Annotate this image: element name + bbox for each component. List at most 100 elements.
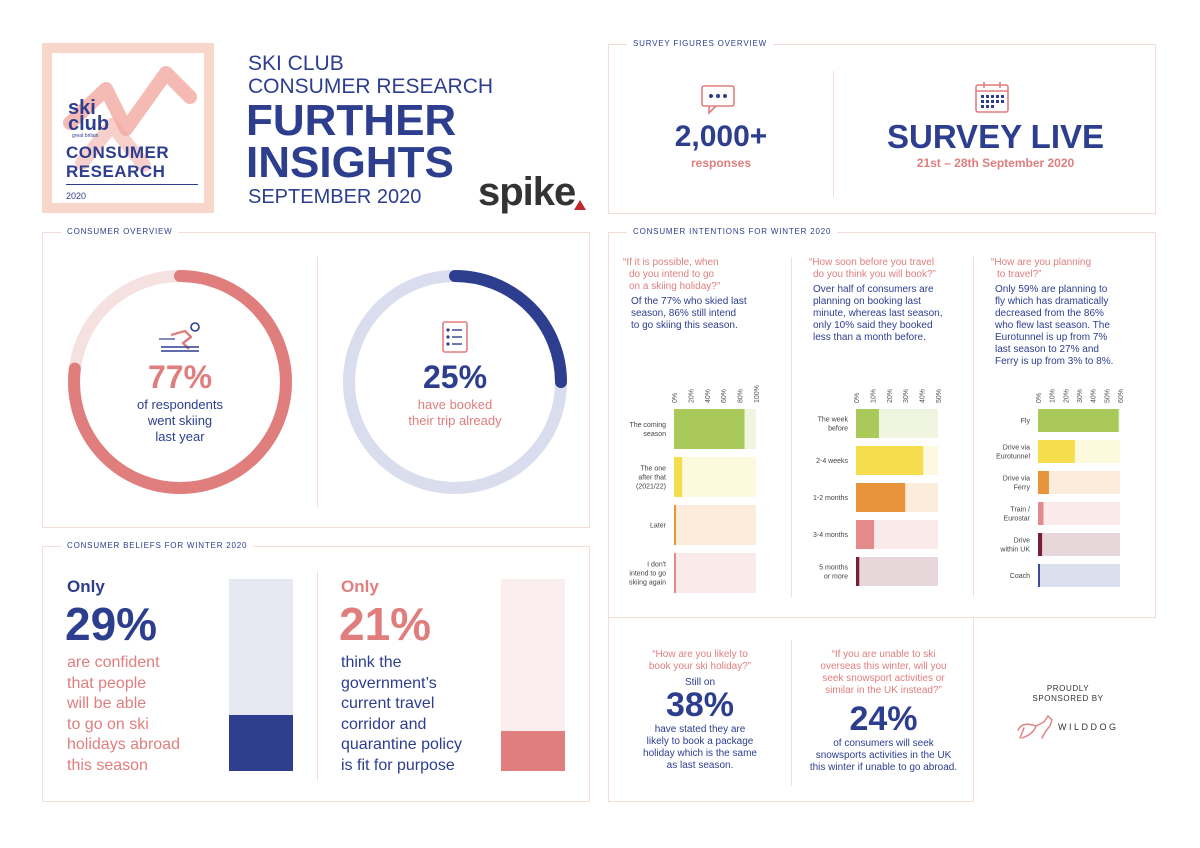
answer-2-line: only 10% said they booked	[813, 320, 933, 331]
question-4: “How are you likely to book your ski hol…	[609, 649, 791, 673]
bar-track	[1038, 533, 1120, 556]
category-label: Fly	[1021, 418, 1031, 425]
answer-2-line: planning on booking last	[813, 296, 921, 307]
question-3: “How are you planning to travel?”	[991, 257, 1151, 281]
bar	[1038, 409, 1119, 432]
answer-5-line: this winter if unable to go abroad.	[809, 762, 958, 773]
category-label: Later	[650, 523, 667, 530]
category-label: Drive via	[1003, 476, 1030, 483]
survey-panel: SURVEY FIGURES OVERVIEW 2,000+ responses…	[608, 39, 1156, 214]
header-title1: FURTHER	[246, 96, 457, 145]
tick-label: 20%	[688, 389, 695, 403]
bar-track	[1038, 564, 1120, 587]
tick-label: 0%	[1036, 393, 1043, 403]
tick-label: 10%	[870, 389, 877, 403]
stat25-line2: their trip already	[408, 413, 502, 428]
logo-club: club	[68, 113, 110, 135]
belief2-value: 21%	[339, 598, 432, 650]
answer-2-line: Over half of consumers are	[813, 284, 934, 295]
category-label: Eurotunnel	[996, 454, 1030, 461]
belief2-only: Only	[341, 577, 379, 596]
checklist-icon	[442, 321, 468, 353]
stat77-line3: last year	[155, 429, 205, 444]
belief2-line: quarantine policy	[341, 736, 462, 753]
belief1-text: are confident that people will be able t…	[67, 653, 180, 776]
mountain-icon	[63, 66, 197, 172]
bar	[674, 409, 745, 449]
category-label: (2021/22)	[636, 484, 666, 491]
bar	[1038, 440, 1075, 463]
survey-divider	[833, 71, 834, 197]
answer-2-line: less than a month before.	[813, 332, 926, 343]
belief2-line: think the	[341, 654, 402, 671]
category-label: skiing again	[629, 580, 666, 587]
logo-research: RESEARCH	[66, 162, 166, 181]
category-label: Drive	[1014, 538, 1030, 545]
belief2-line: government’s	[341, 674, 437, 692]
value-24: 24%	[849, 700, 918, 738]
sponsor-block: PROUDLY SPONSORED BY WILDDOG	[980, 680, 1156, 760]
bar-track	[674, 457, 756, 497]
header-line2: CONSUMER RESEARCH	[248, 75, 494, 98]
tick-label: 40%	[705, 389, 712, 403]
category-label: after that	[638, 475, 666, 482]
logo-box: ski club great britain CONSUMER RESEARCH…	[42, 43, 214, 213]
category-label: Eurostar	[1004, 516, 1031, 523]
logo-rule	[66, 184, 198, 185]
speech-bubble-icon	[701, 85, 735, 115]
stat25-value: 25%	[422, 359, 488, 395]
survey-live-title: SURVEY LIVE	[886, 118, 1105, 155]
answer-4: have stated they are likely to book a pa…	[609, 724, 791, 772]
answer-3: Only 59% are planning to fly which has d…	[995, 284, 1155, 368]
answer-3-line: Eurotunnel is up from 7%	[995, 332, 1108, 343]
belief1-line: to go on ski	[67, 715, 149, 733]
beliefs-panel: CONSUMER BELIEFS FOR WINTER 2020 Only 29…	[42, 541, 590, 802]
stat77-line2: went skiing	[147, 413, 213, 428]
category-label: season	[643, 431, 666, 438]
question-4-line: “How are you likely to	[652, 649, 748, 660]
category-label: Coach	[1010, 573, 1030, 580]
chart-when-ski: 0% 20% 40% 60% 80% 100% The coming season The on…	[629, 385, 761, 593]
question-5-line: similar in the UK instead?”	[825, 685, 942, 696]
bottom-divider	[791, 640, 792, 786]
bar-track	[856, 557, 938, 586]
answer-3-line: fly which has dramatically	[995, 296, 1109, 307]
logo-consumer: CONSUMER	[66, 143, 170, 162]
category-label: 2-4 weeks	[816, 458, 848, 465]
question-2-line: do you think you will book?”	[813, 269, 936, 280]
tick-label: 0%	[672, 393, 679, 403]
question-5: “If you are unable to ski overseas this …	[792, 649, 975, 697]
answer-4-line: have stated they are	[654, 724, 746, 735]
question-1-line: on a skiing holiday?”	[629, 281, 721, 292]
belief2-line: current travel	[341, 695, 435, 712]
bar	[856, 409, 879, 438]
question-5-line: overseas this winter, will you	[820, 661, 947, 672]
category-label: 1-2 months	[813, 495, 849, 502]
question-5-line: seek snowsport activities or	[822, 673, 945, 684]
beliefs-label: CONSUMER BELIEFS FOR WINTER 2020	[61, 541, 254, 550]
tick-label: 50%	[936, 389, 943, 403]
survey-live-dates: 21st – 28th September 2020	[916, 156, 1075, 170]
value-38: 38%	[665, 686, 735, 724]
spike-logo: spike	[478, 170, 586, 215]
belief2-text: think the government’s current travel co…	[341, 653, 462, 776]
bar	[856, 520, 875, 549]
tick-label: 80%	[738, 389, 745, 403]
beliefs-divider	[317, 571, 318, 781]
answer-3-line: last season to 27% and	[995, 344, 1099, 355]
intentions-divider-2	[973, 257, 974, 597]
belief1-line: will be able	[67, 695, 147, 712]
tick-label: 40%	[920, 389, 927, 403]
question-1: “If it is possible, when do you intend t…	[623, 257, 787, 293]
chart-travel-mode: 0% 10% 20% 30% 40% 50% 60% Fly Drive via Eurotunn…	[996, 389, 1125, 587]
belief1-bar-track	[229, 579, 293, 771]
belief1-line: are confident	[67, 654, 160, 671]
question-2-line: “How soon before you travel	[809, 257, 935, 268]
stat77-line1: of respondents	[136, 397, 223, 412]
belief1-line: holidays abroad	[67, 736, 180, 753]
tick-label: 0%	[854, 393, 861, 403]
answer-1-line: season, 86% still intend	[631, 308, 737, 319]
answer-5-line: of consumers will seek	[833, 738, 934, 749]
overview-label: CONSUMER OVERVIEW	[61, 227, 179, 236]
intentions-divider-1	[791, 257, 792, 597]
